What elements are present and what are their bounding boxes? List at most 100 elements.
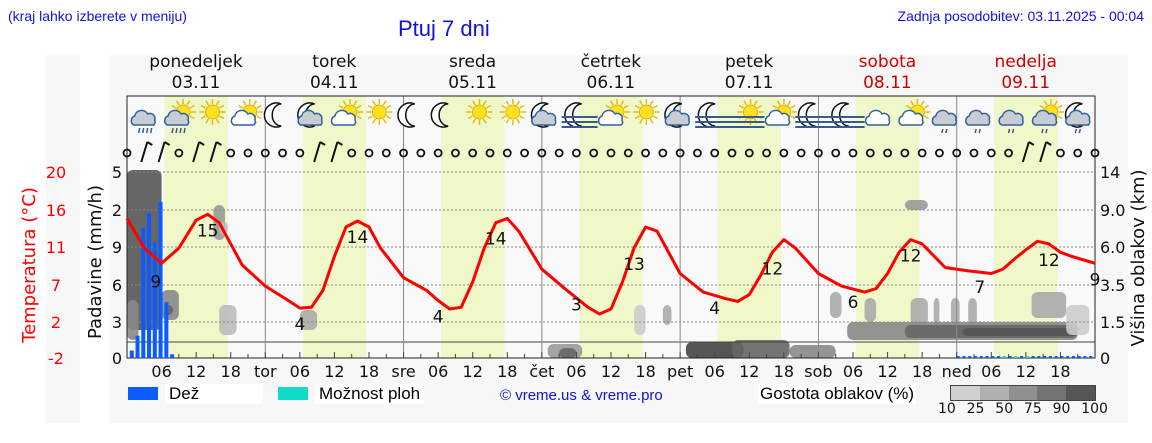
hour-label: 06	[981, 362, 1001, 381]
daylight-band	[579, 96, 643, 358]
wind-calm-icon	[260, 148, 270, 158]
day-short-label: tor	[254, 362, 277, 381]
moon-cloud-icon	[664, 102, 690, 128]
temperature-label: 9	[1090, 270, 1101, 290]
hour-label: 06	[566, 362, 586, 381]
day-date: 07.11	[724, 73, 774, 93]
wind-calm-icon	[831, 148, 841, 158]
wind-calm-icon	[122, 148, 132, 158]
day-header: sreda 05.11	[404, 52, 542, 94]
cloud-density-area	[1031, 292, 1067, 318]
wind-calm-icon	[606, 148, 616, 158]
wind-calm-icon	[451, 148, 460, 158]
wind-calm-icon	[744, 148, 754, 158]
wind-calm-icon	[243, 148, 253, 158]
cloud-density-area	[685, 342, 744, 358]
temperature-label: 4	[433, 308, 444, 328]
cloud-density-swatch	[1037, 386, 1067, 400]
copyright-link[interactable]: © vreme.us & vreme.pro	[500, 387, 663, 404]
rain-bar	[141, 227, 146, 358]
day-name: petek	[725, 52, 774, 72]
cloud-height-tick: 3.5	[1100, 276, 1125, 295]
cloud-rain-icon	[130, 109, 156, 134]
cloud-height-tick: 9.0	[1100, 201, 1125, 220]
cloud-density-tick: 100	[1081, 401, 1108, 417]
cloud-density-tick: 25	[966, 401, 985, 417]
wind-calm-icon	[572, 148, 581, 158]
cloud-density-area	[559, 348, 577, 358]
temperature-label: 12	[900, 247, 922, 267]
day-date: 04.11	[309, 73, 359, 93]
wind-barb-icon	[192, 141, 201, 163]
cloud-density-area	[634, 305, 646, 335]
rain-swatch	[128, 387, 158, 400]
wind-calm-icon	[278, 148, 287, 158]
wind-calm-icon	[520, 148, 529, 158]
hour-label: 06	[290, 362, 310, 381]
wind-calm-icon	[762, 148, 771, 158]
day-header: torek 04.11	[265, 52, 403, 94]
rain-bar	[147, 212, 152, 358]
temperature-line	[125, 212, 1096, 316]
wind-barb-icon	[330, 141, 339, 163]
hour-label: 18	[912, 362, 932, 381]
left-axis-panel	[46, 55, 80, 423]
cloud-density-swatch	[979, 386, 1009, 400]
wind-calm-icon	[796, 148, 806, 158]
wind-calm-icon	[589, 148, 599, 158]
wind-calm-icon	[502, 148, 512, 158]
temperature-label: 4	[709, 299, 720, 319]
rain-bar	[152, 242, 157, 358]
wind-barb-icon	[157, 141, 166, 163]
day-short-label: pet	[667, 362, 693, 381]
cloud-height-axis-title: Višina oblakov (km)	[1128, 169, 1149, 346]
sun-cloud-rain-icon	[163, 99, 197, 134]
hour-label: 06	[151, 362, 171, 381]
day-date: 06.11	[586, 73, 636, 93]
cloud-density-area	[864, 298, 877, 322]
cloud-density-area	[968, 298, 977, 325]
cloud-density-area	[219, 305, 237, 335]
sun-cloud-icon	[330, 99, 363, 126]
page-title: Ptuj 7 dni	[398, 16, 490, 41]
cloud-density-tick: 10	[938, 401, 956, 417]
cloud-density-label: Gostota oblakov (%)	[758, 384, 917, 404]
wind-calm-icon	[399, 148, 408, 158]
day-name: ponedeljek	[149, 52, 243, 72]
wind-calm-icon	[900, 148, 910, 158]
temperature-tick: -2	[48, 349, 64, 368]
hour-label: 18	[221, 362, 241, 381]
rain-bar	[158, 201, 163, 358]
wind-calm-icon	[1056, 148, 1065, 158]
wind-calm-icon	[433, 148, 443, 158]
hour-label: 12	[186, 362, 206, 381]
cloud-density-area	[299, 310, 318, 330]
temperature-label: 9	[150, 272, 161, 292]
wind-barb-icon	[209, 141, 218, 163]
wind-calm-icon	[710, 148, 720, 158]
cloud-density-area	[732, 340, 790, 358]
cloud-density-area	[829, 292, 842, 318]
sun-fog-icon	[728, 99, 765, 128]
precipitation-axis-title: Padavine (mm/h)	[85, 185, 106, 339]
wind-calm-icon	[347, 148, 357, 158]
rain-bar	[164, 302, 169, 358]
wind-calm-icon	[295, 148, 305, 158]
precipitation-tick: 5	[112, 163, 122, 182]
hour-label: 06	[428, 362, 448, 381]
legend-showers-label: Možnost ploh	[315, 384, 425, 404]
moon-cloud-drizzle-icon	[1064, 102, 1091, 134]
hour-label: 18	[774, 362, 794, 381]
cloud-density-area	[962, 328, 1078, 336]
wind-barb-icon	[140, 141, 149, 163]
wind-calm-icon	[537, 148, 547, 158]
cloud-density-tick: 90	[1052, 401, 1071, 417]
moon-fog-icon	[561, 102, 598, 128]
cloud-density-area	[1066, 305, 1090, 335]
cloud-drizzle-icon	[998, 109, 1024, 134]
wind-calm-icon	[1073, 148, 1083, 158]
wind-calm-icon	[779, 148, 789, 158]
last-updated: Zadnja posodobitev: 03.11.2025 - 00:04	[897, 8, 1144, 24]
wind-calm-icon	[814, 148, 823, 158]
temperature-label: 15	[197, 221, 219, 241]
